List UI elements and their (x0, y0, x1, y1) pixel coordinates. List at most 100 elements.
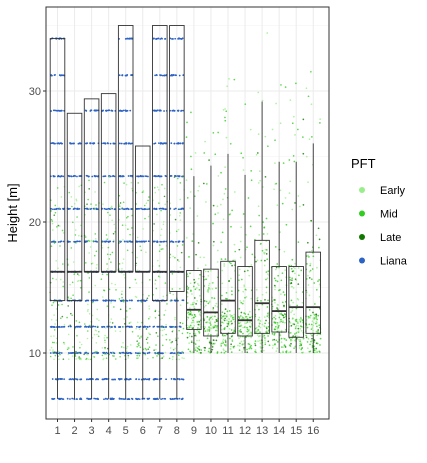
data-point (309, 350, 312, 353)
data-point (59, 326, 61, 328)
data-point (160, 248, 163, 251)
data-point (79, 398, 81, 400)
data-point (131, 227, 133, 229)
data-point (212, 281, 214, 284)
data-point (145, 299, 148, 302)
data-point (88, 252, 90, 254)
data-point (145, 348, 148, 351)
data-point (110, 325, 113, 328)
data-point (293, 267, 296, 270)
data-point (103, 337, 106, 339)
data-point (310, 70, 312, 73)
data-point (296, 304, 299, 307)
data-point (179, 142, 182, 145)
data-point (112, 240, 115, 243)
data-point (255, 260, 257, 263)
data-point (297, 322, 299, 325)
data-point (196, 339, 198, 342)
data-point (306, 263, 308, 265)
data-point (110, 302, 112, 304)
data-point (211, 348, 214, 351)
data-point (112, 398, 115, 400)
data-point (226, 325, 229, 328)
data-point (217, 175, 220, 177)
data-point (59, 245, 61, 247)
data-point (179, 325, 182, 328)
data-point (300, 342, 303, 345)
data-point (292, 287, 295, 289)
data-point (153, 142, 156, 145)
data-point (87, 272, 89, 274)
data-point (302, 152, 305, 155)
data-point (95, 208, 98, 211)
data-point (292, 335, 295, 337)
data-point (104, 327, 107, 329)
data-point (248, 328, 250, 331)
data-point (78, 234, 80, 237)
data-point (54, 211, 57, 214)
data-point (311, 326, 314, 328)
data-point (69, 324, 71, 327)
data-point (290, 299, 293, 302)
data-point (208, 321, 211, 324)
data-point (208, 347, 211, 350)
data-point (296, 297, 299, 300)
data-point (179, 304, 182, 306)
data-point (137, 343, 139, 345)
data-point (75, 358, 77, 360)
data-point (95, 378, 97, 381)
data-point (284, 269, 287, 271)
data-point (179, 287, 181, 290)
x-tick-label: 6 (140, 425, 146, 437)
data-point (80, 343, 83, 346)
data-point (104, 353, 106, 355)
data-point (84, 191, 87, 194)
data-point (207, 274, 210, 277)
data-point (76, 207, 78, 210)
data-point (123, 240, 126, 243)
data-point (259, 179, 261, 182)
data-point (53, 335, 55, 337)
data-point (179, 266, 182, 269)
data-point (83, 325, 86, 328)
data-point (111, 219, 113, 222)
data-point (305, 334, 307, 337)
data-point (295, 324, 298, 327)
data-point (62, 281, 65, 283)
data-point (223, 192, 226, 195)
data-point (139, 346, 142, 349)
data-point (241, 302, 244, 305)
data-point (308, 138, 311, 141)
data-point (240, 311, 243, 314)
data-point (91, 314, 94, 317)
data-point (136, 354, 138, 357)
data-point (69, 283, 71, 286)
data-point (273, 299, 276, 301)
data-point (224, 119, 227, 122)
data-point (169, 214, 172, 216)
data-point (178, 207, 181, 210)
data-point (220, 344, 223, 347)
data-point (173, 174, 176, 177)
data-point (162, 295, 165, 298)
x-tick-label: 12 (239, 425, 251, 437)
data-point (95, 109, 98, 112)
data-point (123, 273, 125, 276)
data-point (258, 214, 261, 217)
data-point (176, 142, 178, 145)
data-point (53, 341, 55, 344)
data-point (227, 324, 230, 327)
data-point (93, 351, 95, 354)
data-point (181, 142, 184, 144)
data-point (216, 261, 219, 263)
data-point (300, 269, 303, 272)
data-point (141, 240, 144, 243)
data-point (90, 239, 93, 242)
data-point (220, 171, 222, 174)
data-point (57, 397, 60, 400)
data-point (189, 312, 191, 315)
data-point (136, 299, 139, 302)
data-point (199, 294, 201, 297)
data-point (114, 325, 117, 328)
data-point (222, 218, 225, 221)
